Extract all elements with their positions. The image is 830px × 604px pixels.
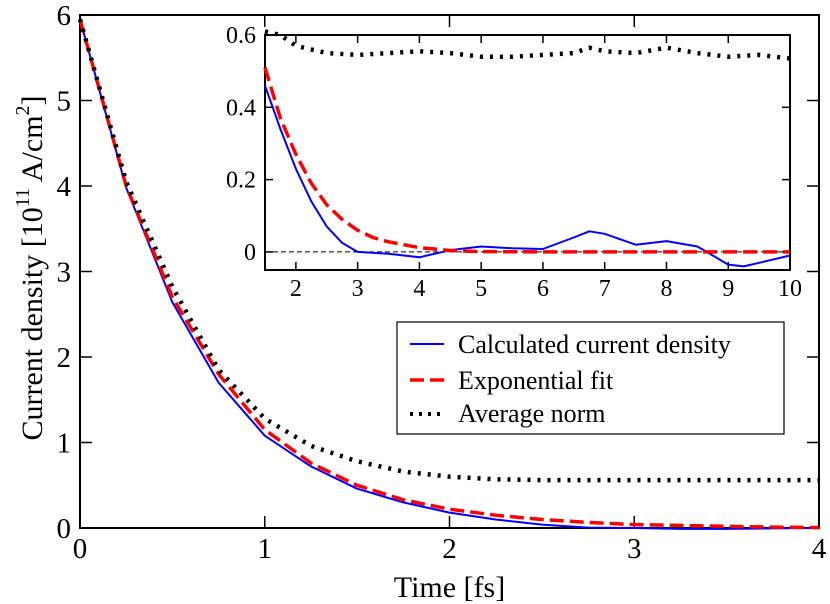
inset-x-tick-label: 5 — [475, 276, 487, 302]
inset-x-tick-label: 8 — [660, 276, 672, 302]
y-axis-label-unit-exponent: 2 — [12, 105, 34, 115]
legend: Calculated current density Exponential f… — [396, 321, 785, 435]
main-y-tick-label: 0 — [57, 513, 72, 545]
inset-y-tick-label: 0 — [244, 240, 256, 266]
legend-label-average-norm: Average norm — [458, 399, 606, 428]
legend-label-exponential-fit: Exponential fit — [458, 366, 614, 395]
main-x-tick-label: 1 — [258, 533, 273, 565]
main-y-tick-label: 6 — [57, 0, 72, 32]
main-x-tick-label: 3 — [627, 533, 642, 565]
inset-plot-frame — [264, 34, 791, 271]
main-x-tick-label: 4 — [812, 533, 827, 565]
inset-x-tick-label: 3 — [352, 276, 364, 302]
legend-box — [396, 321, 785, 435]
inset-x-tick-label: 7 — [599, 276, 611, 302]
main-series-average-norm — [77, 18, 819, 483]
y-axis-label-unit: A/cm — [16, 115, 49, 188]
inset-y-tick-label: 0.2 — [226, 168, 256, 194]
main-y-tick-label: 2 — [57, 342, 72, 374]
x-axis-label: Time [fs] — [394, 571, 505, 604]
inset-series-average-norm — [264, 29, 791, 61]
inset-axis-ticks: 2 3 4 5 6 7 8 9 10 0 0.2 0.4 0.6 — [226, 23, 802, 302]
y-axis-label: Current density [1011 A/cm2] — [12, 95, 49, 440]
y-axis-label-suffix: ] — [16, 95, 49, 105]
inset-x-tick-label: 9 — [722, 276, 734, 302]
main-x-tick-label: 0 — [73, 533, 88, 565]
legend-label-calculated: Calculated current density — [458, 330, 731, 359]
main-y-tick-label: 3 — [57, 257, 72, 289]
inset-x-tick-label: 6 — [537, 276, 549, 302]
inset-series-group — [263, 29, 791, 268]
inset-series-exponential-fit — [263, 66, 790, 254]
main-y-tick-label: 5 — [57, 86, 72, 118]
main-y-tick-label: 1 — [57, 428, 72, 460]
inset-y-tick-label: 0.6 — [226, 23, 256, 49]
y-axis-label-prefix: Current density [10 — [16, 207, 49, 440]
main-series-group — [77, 18, 820, 530]
inset-series-calculated-current-density — [264, 85, 791, 268]
inset-y-tick-label: 0.4 — [226, 95, 256, 121]
inset-x-tick-label: 10 — [778, 276, 802, 302]
main-y-tick-label: 4 — [57, 171, 72, 203]
inset-x-tick-label: 2 — [290, 276, 302, 302]
main-x-tick-label: 2 — [442, 533, 457, 565]
y-axis-label-exponent: 11 — [12, 188, 34, 207]
main-series-calculated-current-density — [79, 19, 820, 530]
inset-x-tick-label: 4 — [413, 276, 425, 302]
main-series-exponential-fit — [78, 18, 820, 530]
